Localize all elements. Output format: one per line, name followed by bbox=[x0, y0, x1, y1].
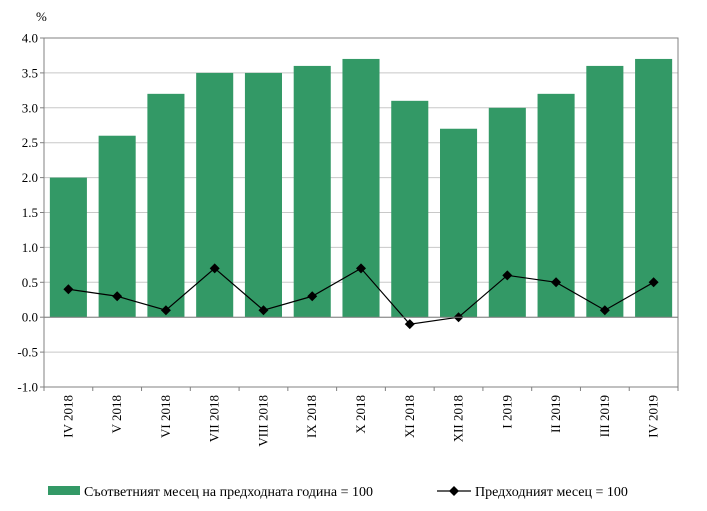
x-tick-label: II 2019 bbox=[548, 395, 563, 433]
y-tick-label: 4.0 bbox=[22, 31, 38, 46]
x-tick-label: IX 2018 bbox=[304, 395, 319, 438]
x-tick-label: III 2019 bbox=[597, 395, 612, 437]
y-tick-label: 2.0 bbox=[22, 170, 38, 185]
line-point bbox=[648, 277, 659, 288]
x-tick-label: IV 2019 bbox=[646, 395, 661, 438]
x-tick-label: VI 2018 bbox=[158, 395, 173, 438]
line-series bbox=[63, 263, 659, 330]
line-point bbox=[599, 305, 610, 316]
bar bbox=[440, 128, 478, 318]
bar bbox=[196, 72, 234, 318]
x-tick-labels: IV 2018 V 2018 VI 2018 VII 2018 VIII 2018 IX … bbox=[60, 395, 660, 447]
y-tick-label: 3.5 bbox=[22, 65, 38, 80]
legend-line-label: Предходният месец = 100 bbox=[475, 485, 628, 500]
legend: Съответният месец на предходната година … bbox=[48, 485, 628, 500]
x-tick-label: VIII 2018 bbox=[255, 395, 270, 447]
line-point bbox=[209, 263, 220, 274]
bar bbox=[342, 58, 380, 318]
bar bbox=[244, 72, 282, 318]
bar bbox=[391, 100, 429, 318]
line-point bbox=[63, 284, 74, 295]
y-tick-label: -1.0 bbox=[17, 380, 38, 395]
y-tick-label: 1.0 bbox=[22, 240, 38, 255]
x-tick-label: XI 2018 bbox=[402, 395, 417, 438]
line-point bbox=[356, 263, 366, 274]
legend-bar-label: Съответният месец на предходната година … bbox=[84, 485, 373, 500]
line-point bbox=[551, 277, 562, 288]
bar bbox=[293, 65, 331, 318]
y-unit-label: % bbox=[36, 9, 47, 24]
line-point bbox=[404, 319, 415, 330]
line-point bbox=[112, 291, 123, 302]
y-tick-label: -0.5 bbox=[17, 345, 38, 360]
y-tick-labels: 4.0 3.5 3.0 2.5 2.0 1.5 1.0 0.5 0.0 -0.5 -1.0 bbox=[17, 31, 38, 395]
x-tick-label: XII 2018 bbox=[451, 395, 466, 442]
y-tick-label: 3.0 bbox=[22, 100, 38, 115]
y-tick-label: 0.5 bbox=[22, 275, 38, 290]
y-tick-label: 0.0 bbox=[22, 310, 38, 325]
bar bbox=[586, 65, 624, 318]
axes bbox=[43, 37, 679, 388]
line-point bbox=[258, 305, 269, 316]
bar-series bbox=[49, 58, 673, 318]
line-point bbox=[307, 291, 318, 302]
line-point bbox=[502, 270, 513, 281]
x-tick-label: IV 2018 bbox=[60, 395, 75, 438]
bar bbox=[488, 107, 526, 318]
bar bbox=[98, 135, 136, 318]
x-tick-label: V 2018 bbox=[109, 395, 124, 433]
plot-area-frame bbox=[43, 37, 679, 388]
x-tick-label: I 2019 bbox=[499, 395, 514, 429]
bar bbox=[147, 93, 185, 318]
y-tick-label: 2.5 bbox=[22, 135, 38, 150]
bar bbox=[49, 177, 87, 318]
legend-diamond-marker bbox=[449, 486, 459, 496]
legend-bar-swatch bbox=[48, 486, 80, 495]
x-tick-label: VII 2018 bbox=[207, 395, 222, 442]
line-point bbox=[160, 305, 171, 316]
y-tick-label: 1.5 bbox=[22, 205, 38, 220]
x-tick-label: X 2018 bbox=[353, 395, 368, 434]
bar bbox=[635, 58, 673, 318]
